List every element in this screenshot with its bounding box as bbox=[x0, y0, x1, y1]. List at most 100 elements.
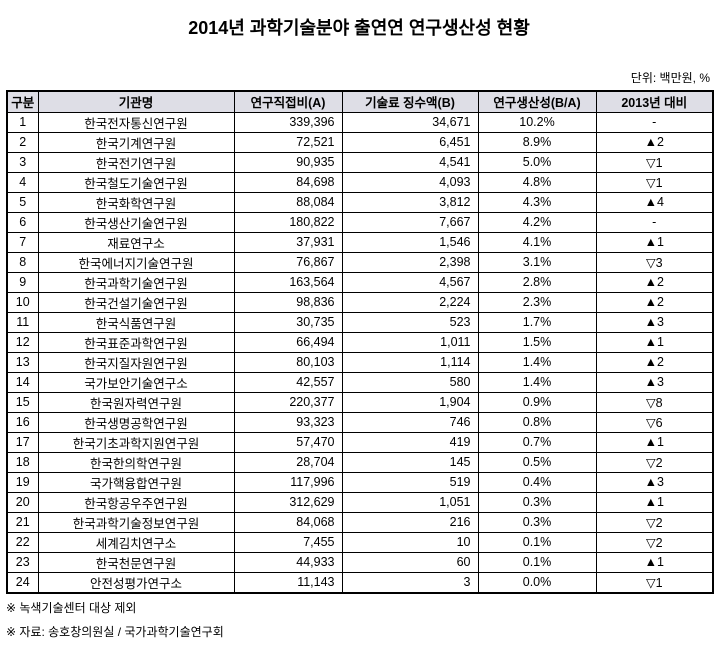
tech-fee-cell: 216 bbox=[341, 511, 479, 533]
direct-cost-cell: 11,143 bbox=[233, 571, 343, 593]
rank-cell: 9 bbox=[6, 271, 39, 293]
direct-cost-cell: 90,935 bbox=[233, 151, 343, 173]
org-name-cell: 한국생산기술연구원 bbox=[37, 211, 235, 233]
tech-fee-cell: 60 bbox=[341, 551, 479, 573]
rank-cell: 13 bbox=[6, 351, 39, 373]
vs-2013-cell: ▽2 bbox=[595, 531, 714, 553]
productivity-cell: 2.8% bbox=[477, 271, 597, 293]
productivity-cell: 0.4% bbox=[477, 471, 597, 493]
org-name-cell: 한국전자통신연구원 bbox=[37, 111, 235, 133]
tech-fee-cell: 523 bbox=[341, 311, 479, 333]
org-name-cell: 한국철도기술연구원 bbox=[37, 171, 235, 193]
productivity-cell: 3.1% bbox=[477, 251, 597, 273]
direct-cost-cell: 30,735 bbox=[233, 311, 343, 333]
vs-2013-cell: ▲1 bbox=[595, 431, 714, 453]
direct-cost-cell: 84,698 bbox=[233, 171, 343, 193]
org-name-cell: 한국과학기술연구원 bbox=[37, 271, 235, 293]
rank-cell: 6 bbox=[6, 211, 39, 233]
vs-2013-cell: ▽3 bbox=[595, 251, 714, 273]
rank-cell: 23 bbox=[6, 551, 39, 573]
table-row: 12 한국표준과학연구원 66,494 1,011 1.5% ▲1 bbox=[6, 331, 714, 353]
org-name-cell: 국가보안기술연구소 bbox=[37, 371, 235, 393]
direct-cost-cell: 66,494 bbox=[233, 331, 343, 353]
table-row: 8 한국에너지기술연구원 76,867 2,398 3.1% ▽3 bbox=[6, 251, 714, 273]
direct-cost-cell: 312,629 bbox=[233, 491, 343, 513]
org-name-cell: 한국생명공학연구원 bbox=[37, 411, 235, 433]
org-name-cell: 안전성평가연구소 bbox=[37, 571, 235, 593]
table-row: 13 한국지질자원연구원 80,103 1,114 1.4% ▲2 bbox=[6, 351, 714, 373]
table-row: 19 국가핵융합연구원 117,996 519 0.4% ▲3 bbox=[6, 471, 714, 493]
col-header-rank: 구분 bbox=[6, 90, 39, 113]
rank-cell: 17 bbox=[6, 431, 39, 453]
vs-2013-cell: ▽1 bbox=[595, 571, 714, 593]
table-row: 22 세계김치연구소 7,455 10 0.1% ▽2 bbox=[6, 531, 714, 553]
tech-fee-cell: 1,546 bbox=[341, 231, 479, 253]
table-row: 7 재료연구소 37,931 1,546 4.1% ▲1 bbox=[6, 231, 714, 253]
vs-2013-cell: ▲2 bbox=[595, 351, 714, 373]
org-name-cell: 한국천문연구원 bbox=[37, 551, 235, 573]
table-row: 5 한국화학연구원 88,084 3,812 4.3% ▲4 bbox=[6, 191, 714, 213]
productivity-cell: 0.3% bbox=[477, 511, 597, 533]
productivity-table: 구분 기관명 연구직접비(A) 기술료 징수액(B) 연구생산성(B/A) 20… bbox=[6, 90, 714, 594]
org-name-cell: 한국에너지기술연구원 bbox=[37, 251, 235, 273]
productivity-cell: 0.9% bbox=[477, 391, 597, 413]
org-name-cell: 한국원자력연구원 bbox=[37, 391, 235, 413]
table-row: 23 한국천문연구원 44,933 60 0.1% ▲1 bbox=[6, 551, 714, 573]
col-header-direct-cost: 연구직접비(A) bbox=[233, 90, 343, 113]
vs-2013-cell: ▲1 bbox=[595, 551, 714, 573]
direct-cost-cell: 42,557 bbox=[233, 371, 343, 393]
productivity-cell: 5.0% bbox=[477, 151, 597, 173]
org-name-cell: 한국전기연구원 bbox=[37, 151, 235, 173]
rank-cell: 14 bbox=[6, 371, 39, 393]
rank-cell: 10 bbox=[6, 291, 39, 313]
productivity-cell: 4.2% bbox=[477, 211, 597, 233]
org-name-cell: 국가핵융합연구원 bbox=[37, 471, 235, 493]
table-row: 11 한국식품연구원 30,735 523 1.7% ▲3 bbox=[6, 311, 714, 333]
org-name-cell: 한국과학기술정보연구원 bbox=[37, 511, 235, 533]
productivity-cell: 2.3% bbox=[477, 291, 597, 313]
table-body: 1 한국전자통신연구원 339,396 34,671 10.2% -2 한국기계연구원 72,… bbox=[6, 111, 714, 593]
tech-fee-cell: 6,451 bbox=[341, 131, 479, 153]
table-row: 6 한국생산기술연구원 180,822 7,667 4.2% - bbox=[6, 211, 714, 233]
vs-2013-cell: ▲1 bbox=[595, 491, 714, 513]
tech-fee-cell: 519 bbox=[341, 471, 479, 493]
org-name-cell: 한국지질자원연구원 bbox=[37, 351, 235, 373]
direct-cost-cell: 57,470 bbox=[233, 431, 343, 453]
direct-cost-cell: 220,377 bbox=[233, 391, 343, 413]
productivity-cell: 10.2% bbox=[477, 111, 597, 133]
vs-2013-cell: ▽1 bbox=[595, 171, 714, 193]
vs-2013-cell: ▲1 bbox=[595, 331, 714, 353]
org-name-cell: 한국기계연구원 bbox=[37, 131, 235, 153]
tech-fee-cell: 1,114 bbox=[341, 351, 479, 373]
vs-2013-cell: ▲2 bbox=[595, 291, 714, 313]
table-row: 17 한국기초과학지원연구원 57,470 419 0.7% ▲1 bbox=[6, 431, 714, 453]
productivity-cell: 0.7% bbox=[477, 431, 597, 453]
productivity-cell: 1.4% bbox=[477, 351, 597, 373]
vs-2013-cell: ▽8 bbox=[595, 391, 714, 413]
rank-cell: 12 bbox=[6, 331, 39, 353]
org-name-cell: 한국표준과학연구원 bbox=[37, 331, 235, 353]
rank-cell: 24 bbox=[6, 571, 39, 593]
col-header-org-name: 기관명 bbox=[37, 90, 235, 113]
org-name-cell: 재료연구소 bbox=[37, 231, 235, 253]
tech-fee-cell: 10 bbox=[341, 531, 479, 553]
productivity-cell: 0.8% bbox=[477, 411, 597, 433]
direct-cost-cell: 88,084 bbox=[233, 191, 343, 213]
org-name-cell: 세계김치연구소 bbox=[37, 531, 235, 553]
col-header-vs-2013: 2013년 대비 bbox=[595, 90, 714, 113]
productivity-cell: 1.5% bbox=[477, 331, 597, 353]
tech-fee-cell: 4,093 bbox=[341, 171, 479, 193]
direct-cost-cell: 76,867 bbox=[233, 251, 343, 273]
vs-2013-cell: ▲3 bbox=[595, 371, 714, 393]
org-name-cell: 한국화학연구원 bbox=[37, 191, 235, 213]
table-row: 24 안전성평가연구소 11,143 3 0.0% ▽1 bbox=[6, 571, 714, 593]
org-name-cell: 한국기초과학지원연구원 bbox=[37, 431, 235, 453]
productivity-cell: 4.8% bbox=[477, 171, 597, 193]
rank-cell: 16 bbox=[6, 411, 39, 433]
rank-cell: 22 bbox=[6, 531, 39, 553]
tech-fee-cell: 4,541 bbox=[341, 151, 479, 173]
vs-2013-cell: ▲2 bbox=[595, 271, 714, 293]
tech-fee-cell: 3 bbox=[341, 571, 479, 593]
productivity-cell: 1.4% bbox=[477, 371, 597, 393]
productivity-cell: 0.1% bbox=[477, 531, 597, 553]
